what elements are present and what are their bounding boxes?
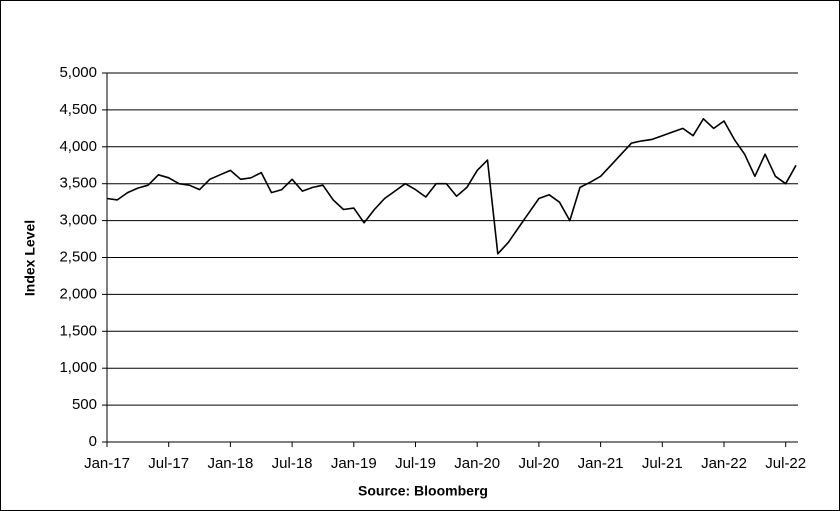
- y-tick-label: 4,000: [59, 138, 97, 155]
- y-tick-label: 0: [89, 433, 97, 450]
- y-axis-label: Index Level: [22, 220, 38, 296]
- x-tick-label: Jan-20: [454, 455, 500, 472]
- x-tick-label: Jan-18: [207, 455, 253, 472]
- x-tick-label: Jul-17: [148, 455, 189, 472]
- x-tick-label: Jan-19: [331, 455, 377, 472]
- y-tick-label: 500: [72, 396, 97, 413]
- y-tick-label: 5,000: [59, 64, 97, 81]
- y-tick-label: 2,000: [59, 285, 97, 302]
- y-tick-label: 3,500: [59, 175, 97, 192]
- x-tick-label: Jul-20: [518, 455, 559, 472]
- x-tick-label: Jan-21: [578, 455, 624, 472]
- x-tick-label: Jul-19: [395, 455, 436, 472]
- x-tick-label: Jul-21: [642, 455, 683, 472]
- x-tick-label: Jan-22: [701, 455, 747, 472]
- x-axis-label: Source: Bloomberg: [358, 483, 488, 499]
- y-tick-label: 3,000: [59, 212, 97, 229]
- line: [106, 118, 797, 255]
- y-tick-label: 2,500: [59, 248, 97, 265]
- x-tick-label: Jan-17: [84, 455, 130, 472]
- y-tick-label: 1,500: [59, 322, 97, 339]
- x-tick-label: Jul-22: [765, 455, 806, 472]
- y-tick-label: 1,000: [59, 359, 97, 376]
- x-tick-label: Jul-18: [272, 455, 313, 472]
- y-tick-label: 4,500: [59, 101, 97, 118]
